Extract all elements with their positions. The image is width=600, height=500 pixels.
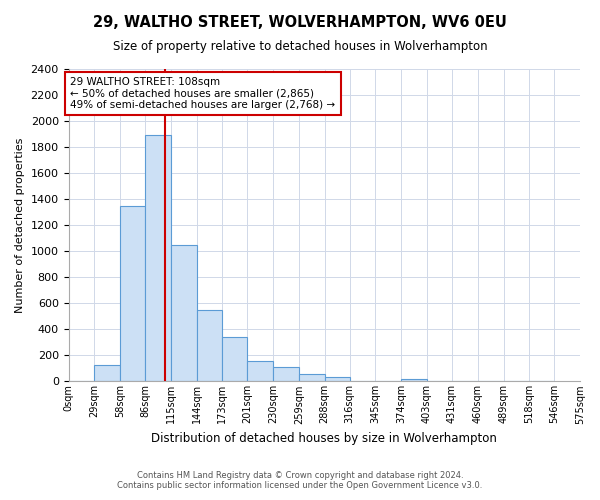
Text: 29, WALTHO STREET, WOLVERHAMPTON, WV6 0EU: 29, WALTHO STREET, WOLVERHAMPTON, WV6 0E… <box>93 15 507 30</box>
Bar <box>273 367 299 382</box>
Bar <box>299 374 325 382</box>
Bar <box>247 361 273 382</box>
X-axis label: Distribution of detached houses by size in Wolverhampton: Distribution of detached houses by size … <box>151 432 497 445</box>
Bar <box>94 365 120 382</box>
Bar <box>401 380 427 382</box>
Bar <box>197 310 223 382</box>
Bar <box>223 337 247 382</box>
Text: 29 WALTHO STREET: 108sqm
← 50% of detached houses are smaller (2,865)
49% of sem: 29 WALTHO STREET: 108sqm ← 50% of detach… <box>70 77 335 110</box>
Bar <box>120 206 145 382</box>
Y-axis label: Number of detached properties: Number of detached properties <box>15 138 25 313</box>
Bar <box>171 244 197 382</box>
Bar <box>145 136 171 382</box>
Text: Contains HM Land Registry data © Crown copyright and database right 2024.
Contai: Contains HM Land Registry data © Crown c… <box>118 470 482 490</box>
Bar <box>503 380 529 382</box>
Bar <box>325 378 350 382</box>
Text: Size of property relative to detached houses in Wolverhampton: Size of property relative to detached ho… <box>113 40 487 53</box>
